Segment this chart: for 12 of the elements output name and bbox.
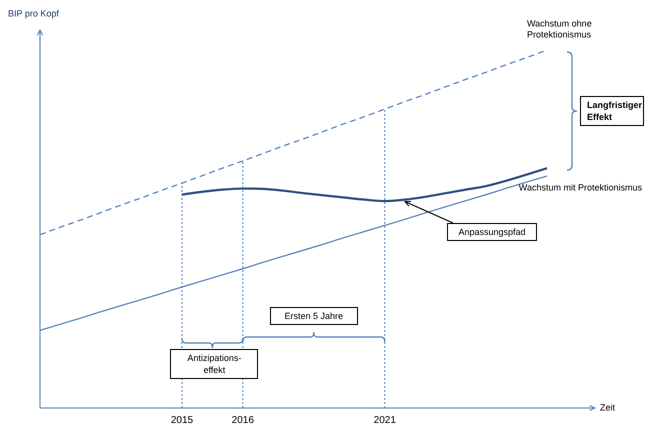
series-label: Wachstum ohne Protektionismus: [527, 18, 592, 40]
series-label: Wachstum mit Protektionismus: [518, 182, 642, 192]
text-box: Anpassungspfad: [447, 223, 537, 241]
text-box: Antizipations-effekt: [170, 349, 258, 379]
x-tick-label: 2021: [374, 414, 396, 426]
annotation: Ersten 5 Jahre: [270, 310, 357, 322]
text-box: Ersten 5 Jahre: [270, 307, 358, 325]
text-box: Langfristiger Effekt: [580, 96, 644, 126]
x-tick-label: 2016: [232, 414, 254, 426]
x-axis-title: Zeit: [600, 402, 616, 412]
y-axis-title: BIP pro Kopf: [8, 8, 60, 18]
x-tick-label: 2015: [170, 414, 194, 426]
